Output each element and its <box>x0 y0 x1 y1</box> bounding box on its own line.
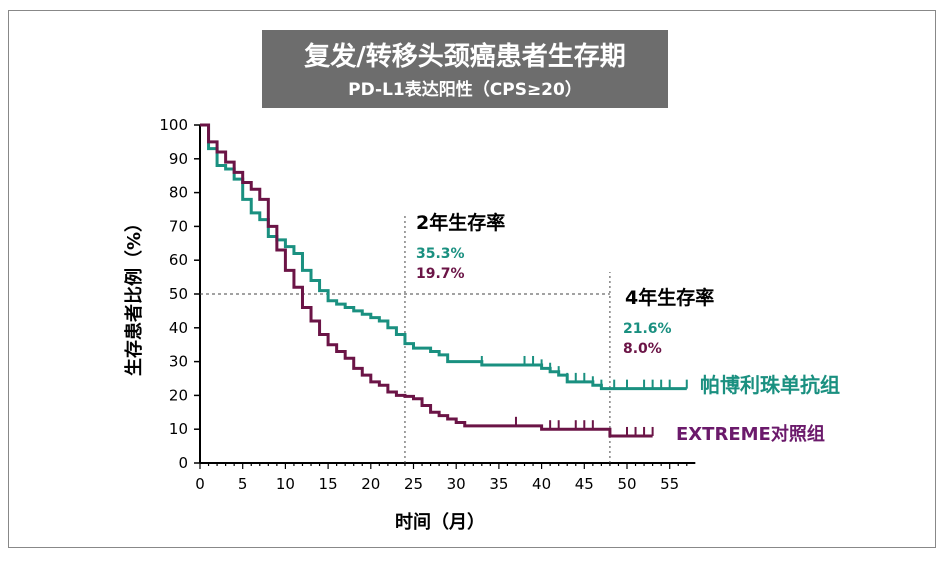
x-tick-label: 15 <box>319 475 338 493</box>
y-tick-label: 0 <box>178 454 188 472</box>
y-tick-label: 90 <box>169 150 188 168</box>
annotation-4yr-value: 8.0% <box>623 341 662 357</box>
y-tick-label: 40 <box>169 319 188 337</box>
y-tick-label: 30 <box>169 353 188 371</box>
y-tick-label: 80 <box>169 184 188 202</box>
x-tick-label: 30 <box>447 475 466 493</box>
y-tick-label: 70 <box>169 217 188 235</box>
x-tick-label: 45 <box>575 475 594 493</box>
annotation-2yr-value: 35.3% <box>416 246 465 262</box>
x-tick-label: 25 <box>404 475 423 493</box>
series-label: 帕博利珠单抗组 <box>700 373 840 397</box>
chart-title: 复发/转移头颈癌患者生存期 <box>304 42 626 72</box>
annotation-2yr-value: 19.7% <box>416 266 465 282</box>
annotation-2yr-label: 2年生存率 <box>416 211 505 234</box>
y-tick-label: 60 <box>169 251 188 269</box>
y-tick-label: 10 <box>169 420 188 438</box>
x-tick-label: 10 <box>276 475 295 493</box>
km-curve-extreme <box>200 123 653 438</box>
annotation-4yr-label: 4年生存率 <box>625 286 714 309</box>
x-tick-label: 40 <box>532 475 551 493</box>
x-tick-label: 20 <box>361 475 380 493</box>
annotation-4yr-value: 21.6% <box>623 321 672 337</box>
x-tick-label: 0 <box>195 475 205 493</box>
x-axis-label: 时间（月） <box>395 512 485 533</box>
x-tick-label: 35 <box>489 475 508 493</box>
series-label: EXTREME对照组 <box>676 423 825 445</box>
x-tick-label: 5 <box>238 475 248 493</box>
y-tick-label: 100 <box>159 116 188 134</box>
y-axis-label: 生存患者比例（%） <box>123 214 145 376</box>
x-tick-label: 50 <box>617 475 636 493</box>
x-tick-label: 55 <box>660 475 679 493</box>
y-tick-label: 20 <box>169 386 188 404</box>
title-box: 复发/转移头颈癌患者生存期 PD-L1表达阳性（CPS≥20） <box>262 30 668 108</box>
chart-subtitle: PD-L1表达阳性（CPS≥20） <box>348 80 582 100</box>
y-tick-label: 50 <box>169 285 188 303</box>
chart-frame <box>8 10 936 548</box>
